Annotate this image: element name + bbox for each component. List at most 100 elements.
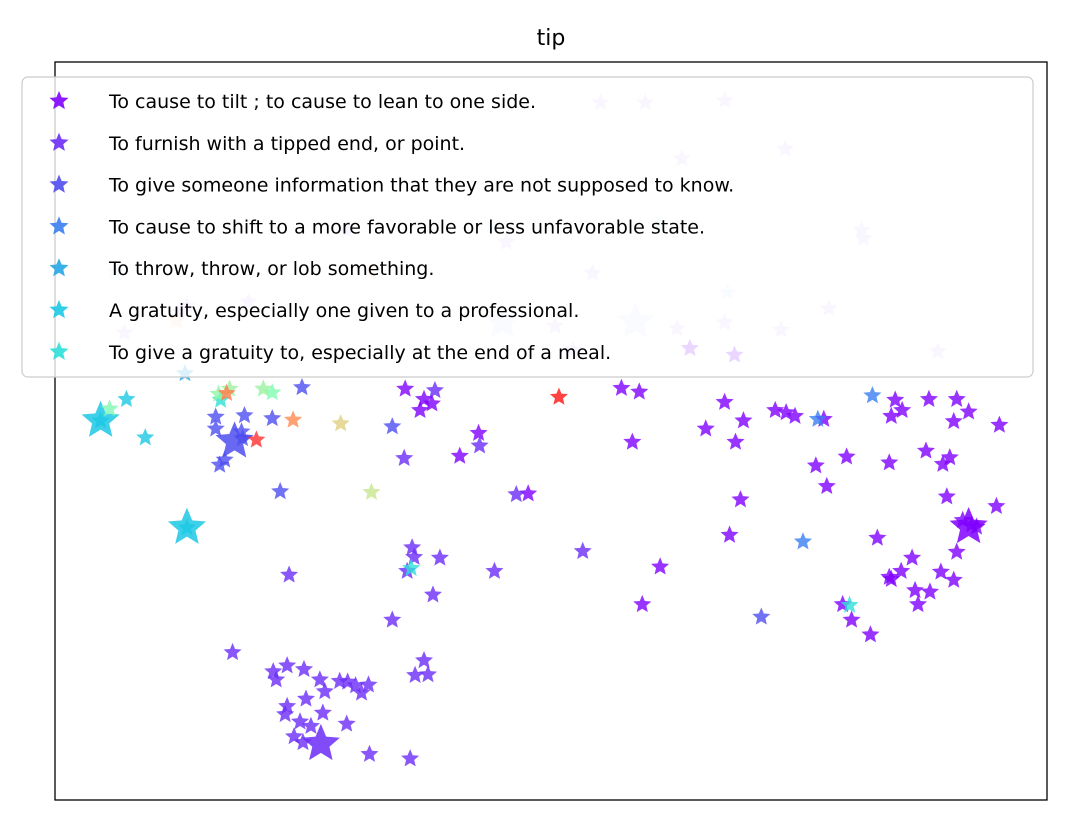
data-point bbox=[177, 518, 196, 536]
data-point bbox=[210, 455, 229, 473]
data-point bbox=[470, 436, 489, 454]
data-point bbox=[271, 482, 290, 500]
data-point bbox=[396, 379, 415, 397]
data-point bbox=[352, 683, 371, 701]
legend-marker bbox=[49, 258, 69, 277]
legend-marker bbox=[49, 216, 69, 235]
data-point bbox=[331, 414, 350, 432]
legend-marker bbox=[49, 341, 69, 360]
data-point bbox=[696, 419, 715, 437]
data-point bbox=[235, 406, 254, 424]
data-point bbox=[280, 565, 299, 583]
data-point bbox=[294, 659, 314, 678]
data-point bbox=[880, 453, 899, 471]
data-point bbox=[808, 409, 827, 427]
data-point bbox=[630, 382, 649, 400]
data-point bbox=[766, 400, 785, 419]
data-point bbox=[301, 716, 320, 734]
data-point bbox=[633, 594, 652, 613]
legend-marker bbox=[49, 91, 69, 110]
legend-label: A gratuity, especially one given to a pr… bbox=[109, 300, 579, 322]
data-point bbox=[263, 383, 282, 401]
data-point bbox=[91, 411, 110, 429]
data-point bbox=[967, 517, 986, 535]
data-point bbox=[906, 580, 925, 599]
data-point bbox=[726, 432, 745, 450]
data-point bbox=[893, 400, 912, 419]
data-point bbox=[414, 651, 434, 669]
data-point bbox=[401, 749, 420, 767]
data-point bbox=[886, 390, 905, 408]
data-point bbox=[383, 417, 402, 435]
data-point bbox=[715, 392, 734, 410]
data-point bbox=[217, 383, 236, 402]
data-point bbox=[223, 642, 242, 661]
data-point bbox=[411, 400, 430, 419]
data-point bbox=[919, 389, 938, 407]
data-point bbox=[284, 410, 303, 428]
data-point bbox=[292, 377, 312, 396]
data-point bbox=[100, 399, 119, 417]
data-point bbox=[817, 476, 836, 495]
data-point bbox=[947, 389, 966, 407]
legend-label: To give a gratuity to, especially at the… bbox=[108, 342, 611, 364]
data-point bbox=[868, 528, 887, 546]
large-marker-point bbox=[301, 723, 340, 761]
data-point bbox=[263, 408, 282, 427]
legend-marker bbox=[49, 174, 69, 193]
data-point bbox=[519, 484, 538, 502]
data-point bbox=[651, 557, 670, 575]
data-point bbox=[422, 394, 441, 412]
data-point bbox=[987, 496, 1006, 514]
legend-marker bbox=[49, 300, 69, 319]
data-point bbox=[731, 490, 750, 508]
data-point bbox=[310, 670, 329, 688]
data-point bbox=[247, 430, 266, 448]
data-point bbox=[880, 567, 899, 585]
data-point bbox=[944, 411, 963, 430]
legend-box bbox=[21, 76, 1034, 378]
legend-label: To furnish with a tipped end, or point. bbox=[108, 133, 465, 155]
data-point bbox=[206, 407, 225, 425]
data-point bbox=[863, 386, 882, 404]
data-point bbox=[916, 441, 936, 459]
data-point bbox=[233, 428, 252, 447]
data-point bbox=[861, 625, 880, 643]
data-point bbox=[786, 406, 805, 424]
data-point bbox=[842, 610, 861, 628]
data-point bbox=[793, 532, 812, 550]
data-point bbox=[485, 561, 504, 579]
data-point bbox=[315, 682, 334, 700]
data-point bbox=[278, 696, 297, 714]
data-point bbox=[920, 582, 939, 600]
data-point bbox=[806, 456, 825, 474]
data-point bbox=[337, 714, 356, 732]
large-marker-point bbox=[215, 421, 254, 458]
data-point bbox=[734, 411, 753, 429]
data-point bbox=[403, 538, 422, 556]
plot-frame bbox=[54, 61, 1048, 801]
data-point bbox=[395, 448, 414, 466]
legend-label: To give someone information that they ar… bbox=[108, 175, 734, 197]
data-point bbox=[937, 487, 956, 505]
data-point bbox=[903, 548, 922, 566]
data-point bbox=[933, 454, 952, 472]
data-point bbox=[430, 548, 449, 566]
data-point bbox=[383, 610, 402, 628]
data-point bbox=[612, 378, 631, 396]
data-point bbox=[720, 525, 739, 543]
legend-label: To cause to shift to a more favorable or… bbox=[108, 216, 705, 238]
data-point bbox=[944, 570, 963, 588]
data-point bbox=[360, 744, 379, 762]
data-point bbox=[959, 402, 978, 420]
data-point bbox=[296, 689, 316, 707]
data-point bbox=[947, 542, 966, 560]
data-point bbox=[338, 672, 357, 690]
data-point bbox=[402, 558, 421, 576]
data-point bbox=[267, 670, 286, 688]
data-point bbox=[406, 665, 425, 683]
data-point bbox=[623, 432, 642, 450]
data-point bbox=[313, 703, 332, 721]
data-point bbox=[418, 665, 438, 683]
